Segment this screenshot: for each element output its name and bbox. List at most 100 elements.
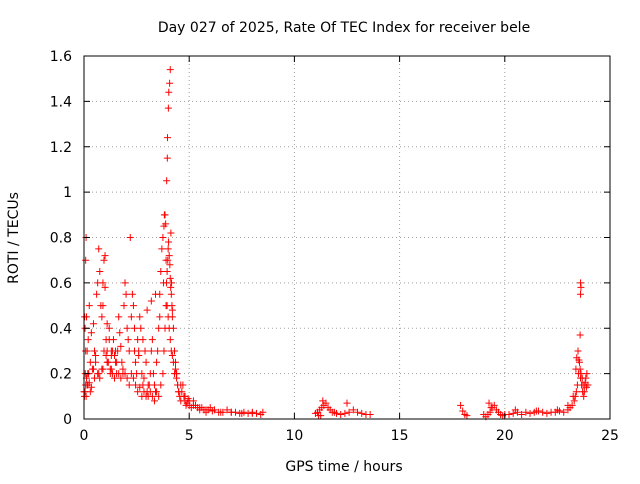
data-point <box>169 324 177 332</box>
data-point <box>122 290 130 298</box>
y-tick-label: 1 <box>63 185 72 201</box>
data-point <box>349 406 357 414</box>
data-point <box>564 401 572 409</box>
x-tick-label: 0 <box>80 428 89 444</box>
data-point <box>345 408 353 416</box>
data-point <box>137 324 145 332</box>
data-point <box>106 365 114 373</box>
data-point <box>539 408 547 416</box>
data-point <box>130 347 138 355</box>
data-point <box>576 365 584 373</box>
data-point <box>157 381 165 389</box>
data-point <box>111 374 119 382</box>
data-point <box>582 383 590 391</box>
data-point <box>160 279 168 287</box>
data-point <box>175 388 183 396</box>
data-point <box>317 412 325 420</box>
data-point <box>136 383 144 391</box>
data-point <box>85 379 93 387</box>
y-tick-label: 1.2 <box>50 140 72 156</box>
data-point <box>84 336 92 344</box>
data-point <box>553 406 561 414</box>
chart-title: Day 027 of 2025, Rate Of TEC Index for r… <box>158 20 530 36</box>
data-point <box>577 279 585 287</box>
data-point <box>129 302 137 310</box>
data-point <box>140 388 148 396</box>
data-point <box>167 283 175 291</box>
data-point <box>160 211 168 219</box>
data-point <box>152 290 160 298</box>
data-point <box>153 388 161 396</box>
data-point <box>208 407 216 415</box>
data-point <box>142 358 150 366</box>
data-point <box>181 392 189 400</box>
data-point <box>87 329 95 337</box>
data-point <box>105 324 113 332</box>
data-point <box>560 408 568 416</box>
data-point <box>125 381 133 389</box>
data-point <box>185 397 193 405</box>
data-point <box>581 379 589 387</box>
data-point <box>134 388 142 396</box>
data-point <box>505 410 513 418</box>
data-point <box>167 229 175 237</box>
data-point <box>532 407 540 415</box>
data-point <box>89 320 97 328</box>
x-tick-label: 20 <box>496 428 514 444</box>
grid <box>84 56 610 419</box>
data-point <box>82 381 90 389</box>
data-point <box>164 134 172 142</box>
data-point <box>124 336 132 344</box>
data-point <box>108 370 116 378</box>
data-point <box>99 302 107 310</box>
data-point <box>115 370 123 378</box>
data-point <box>113 358 121 366</box>
data-point <box>81 313 89 321</box>
data-point <box>543 409 551 417</box>
data-point <box>164 245 172 253</box>
data-point <box>82 347 90 355</box>
data-point <box>170 347 178 355</box>
data-point <box>81 388 89 396</box>
data-point <box>168 306 176 314</box>
data-point <box>173 370 181 378</box>
data-point <box>136 313 144 321</box>
data-point <box>92 351 100 359</box>
data-point <box>570 397 578 405</box>
data-point <box>259 408 267 416</box>
data-point <box>163 177 171 185</box>
data-point <box>457 401 465 409</box>
data-point <box>574 347 582 355</box>
data-point <box>577 370 585 378</box>
data-point <box>82 256 90 264</box>
data-point <box>139 336 147 344</box>
data-point <box>168 313 176 321</box>
axis-ticks: 0 5 10 15 20 25 0 0.2 0.4 0.6 0.8 1 1.2 1.4 1.6 <box>50 49 619 444</box>
data-point <box>155 392 163 400</box>
data-point <box>337 410 345 418</box>
data-point <box>485 399 493 407</box>
data-point <box>526 409 534 417</box>
data-point <box>518 410 526 418</box>
data-point <box>166 66 174 74</box>
data-point <box>99 279 107 287</box>
data-point <box>486 408 494 416</box>
data-point <box>164 104 172 112</box>
data-point <box>103 320 111 328</box>
data-point <box>127 313 135 321</box>
y-tick-label: 0.4 <box>50 321 72 337</box>
data-point <box>248 409 256 417</box>
data-point <box>100 256 108 264</box>
data-point <box>132 381 140 389</box>
data-point <box>95 245 103 253</box>
data-point <box>576 331 584 339</box>
data-point <box>149 370 157 378</box>
data-point <box>189 401 197 409</box>
data-point <box>578 374 586 382</box>
data-point <box>144 381 152 389</box>
data-point <box>117 342 125 350</box>
data-point <box>130 324 138 332</box>
data-point <box>157 268 165 276</box>
data-point <box>135 351 143 359</box>
data-point <box>102 351 110 359</box>
